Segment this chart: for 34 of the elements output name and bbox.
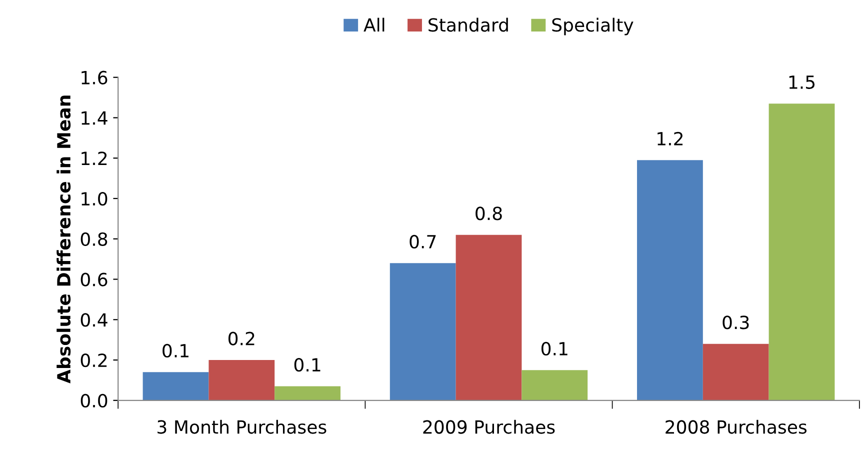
y-tick-label: 1.4 bbox=[82, 111, 108, 125]
y-tick-label: 0.8 bbox=[80, 232, 108, 246]
y-tick-label: 0.0 bbox=[80, 394, 108, 408]
legend-label: Standard bbox=[428, 18, 508, 32]
data-label: 0.7 bbox=[410, 234, 436, 248]
bar bbox=[702, 344, 769, 400]
data-label: 0.8 bbox=[476, 206, 502, 220]
bar bbox=[522, 370, 588, 400]
bar bbox=[768, 104, 835, 400]
bar bbox=[390, 263, 456, 400]
x-tick-label: 2008 Purchases bbox=[666, 420, 807, 434]
y-tick-label: 0.2 bbox=[80, 353, 107, 368]
x-tick-label: 2009 Purchaes bbox=[423, 420, 555, 434]
bar bbox=[208, 360, 275, 400]
data-label: 0.1 bbox=[162, 344, 188, 358]
data-label: 0.1 bbox=[541, 342, 568, 356]
y-tick-label: 1.6 bbox=[82, 70, 108, 84]
y-tick-label: 0.6 bbox=[80, 272, 108, 286]
legend-label: All bbox=[364, 18, 384, 32]
bar bbox=[274, 386, 340, 400]
x-tick-label: 3 Month Purchases bbox=[158, 420, 326, 434]
data-label: 1.5 bbox=[789, 76, 815, 89]
data-label: 0.1 bbox=[294, 358, 320, 372]
data-label: 0.3 bbox=[722, 316, 749, 330]
data-label: 1.2 bbox=[658, 132, 683, 146]
data-label: 0.2 bbox=[228, 332, 254, 346]
y-axis-title: Absolute Difference in Mean bbox=[56, 96, 71, 384]
bar bbox=[142, 372, 209, 400]
y-tick-label: 1.2 bbox=[82, 152, 107, 165]
bar bbox=[456, 234, 522, 400]
y-tick-label: 1.0 bbox=[82, 192, 108, 206]
legend-label: Specialty bbox=[552, 18, 634, 36]
bar bbox=[637, 160, 703, 400]
y-tick-label: 0.4 bbox=[80, 313, 108, 327]
